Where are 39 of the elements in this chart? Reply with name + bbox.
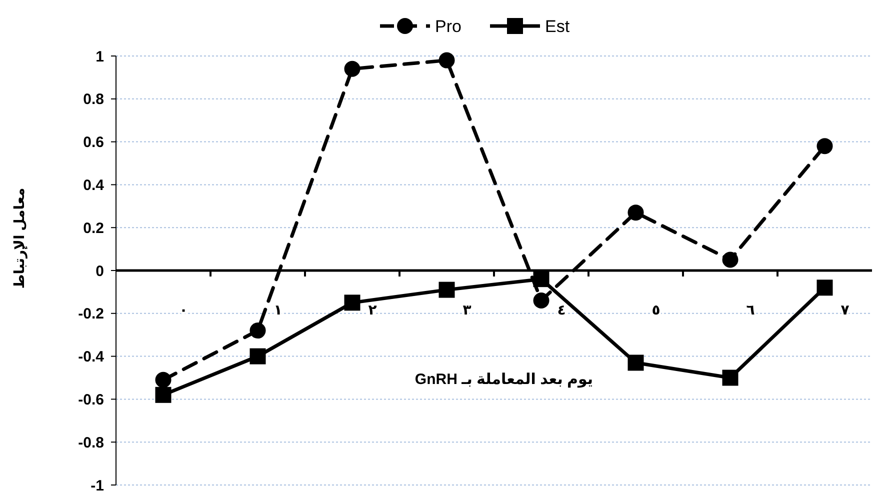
y-tick-label: 0.8 — [83, 91, 104, 108]
x-tick-label: ٠ — [179, 302, 188, 318]
point — [438, 52, 455, 68]
y-tick-label: -0.8 — [78, 434, 104, 452]
legend-label: Pro — [435, 16, 462, 36]
y-tick-label: -1 — [90, 477, 104, 493]
point — [816, 138, 833, 154]
x-tick-label: ٥ — [652, 302, 660, 318]
point — [155, 386, 172, 403]
point — [344, 60, 360, 77]
point — [250, 322, 266, 339]
point — [722, 252, 738, 268]
point — [250, 348, 266, 364]
x-tick-label: ٦ — [746, 302, 756, 318]
x-tick-label: ٧ — [840, 302, 850, 318]
point — [722, 370, 738, 386]
y-tick-label: -0.4 — [78, 348, 105, 366]
x-tick-label: ٣ — [462, 302, 472, 318]
legend-label: Est — [545, 16, 570, 36]
y-axis-title: معامل الإرتباط — [11, 188, 28, 289]
point — [628, 354, 644, 371]
y-tick-label: -0.6 — [78, 391, 104, 408]
x-axis-title: يوم بعد المعاملة بـ GnRH — [414, 371, 594, 388]
point — [438, 282, 455, 298]
y-tick-label: 1 — [96, 48, 104, 66]
x-tick-label: ٢ — [368, 302, 378, 318]
point — [533, 292, 550, 309]
y-tick-label: -0.2 — [78, 306, 104, 323]
x-tick-label: ٤ — [557, 302, 566, 318]
point — [533, 271, 550, 288]
y-tick-label: 0.4 — [83, 176, 105, 194]
x-tick-label: ١ — [274, 302, 282, 318]
point — [816, 280, 833, 296]
point — [155, 372, 172, 388]
point — [344, 294, 360, 311]
y-tick-label: 0 — [96, 262, 104, 280]
y-tick-label: 0.6 — [83, 134, 104, 152]
y-tick-label: 0.2 — [83, 220, 104, 237]
point — [628, 204, 644, 221]
